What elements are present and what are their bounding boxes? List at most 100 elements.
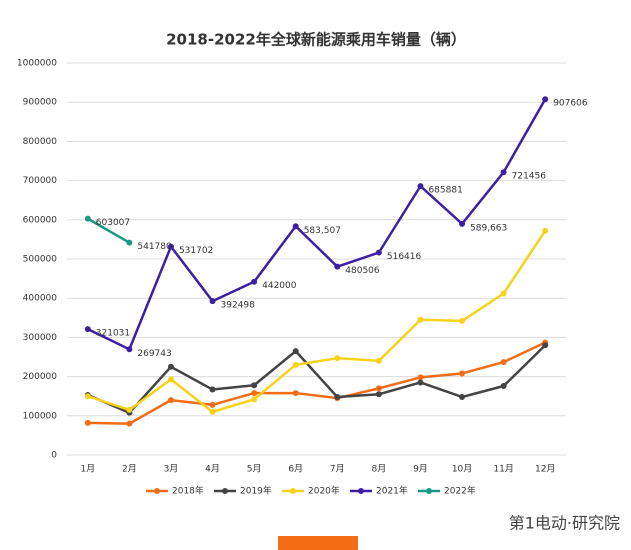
- data-label: 583,507: [304, 226, 341, 236]
- x-tick-label: 4月: [205, 464, 220, 475]
- y-tick-label: 200000: [23, 372, 58, 382]
- y-tick-label: 700000: [23, 176, 58, 186]
- legend-label: 2020年: [308, 485, 340, 497]
- series-line: [87, 217, 130, 244]
- x-tick-label: 12月: [535, 464, 555, 475]
- series-line: [87, 230, 547, 414]
- chart-title: 2018-2022年全球新能源乘用车销量（辆）: [166, 31, 466, 49]
- y-tick-label: 100000: [23, 411, 58, 421]
- footer-bar: [278, 536, 358, 550]
- data-label: 442000: [262, 281, 297, 291]
- legend-dot: [358, 488, 364, 494]
- x-tick-label: 3月: [164, 464, 179, 475]
- x-tick-label: 2月: [122, 464, 137, 475]
- data-label: 685881: [428, 186, 462, 196]
- x-tick-label: 10月: [452, 464, 472, 475]
- footer: 第1电动·研究院: [509, 514, 620, 533]
- legend-dot: [222, 488, 228, 494]
- data-point: [500, 290, 507, 297]
- data-point: [126, 420, 133, 427]
- data-point: [292, 361, 299, 368]
- data-point: [375, 391, 382, 398]
- legend-label: 2021年: [376, 485, 408, 497]
- data-point: [459, 317, 466, 324]
- legend-dot: [154, 488, 160, 494]
- data-point: [126, 406, 133, 413]
- data-point: [209, 408, 216, 415]
- data-label: 269743: [137, 349, 171, 359]
- data-point: [167, 376, 174, 383]
- legend-label: 2022年: [444, 485, 476, 497]
- data-point: [375, 385, 382, 392]
- data-point: [375, 357, 382, 364]
- y-tick-label: 1000000: [17, 59, 57, 69]
- y-tick-label: 900000: [23, 98, 58, 108]
- data-point: [334, 393, 341, 400]
- x-tick-label: 7月: [330, 464, 345, 475]
- series-line: [87, 341, 546, 425]
- y-tick-label: 800000: [23, 137, 58, 147]
- data-label: 392498: [221, 301, 256, 311]
- data-point: [500, 383, 507, 390]
- data-point: [292, 223, 299, 230]
- legend-label: 2018年: [172, 485, 204, 497]
- data-point: [375, 249, 382, 256]
- data-label: 516416: [387, 252, 422, 262]
- data-label: 480506: [345, 266, 380, 276]
- data-point: [251, 382, 258, 389]
- data-label: 603007: [96, 218, 130, 228]
- x-tick-label: 9月: [413, 464, 428, 475]
- data-point: [251, 396, 258, 403]
- data-point: [417, 379, 424, 386]
- data-point: [542, 227, 549, 234]
- data-point: [84, 393, 91, 400]
- data-label: 907606: [553, 99, 588, 109]
- data-label: 541780: [137, 242, 172, 252]
- data-label: 321031: [96, 329, 130, 339]
- y-tick-label: 500000: [23, 255, 58, 265]
- data-label: 589,663: [470, 223, 507, 233]
- x-tick-label: 11月: [493, 464, 513, 475]
- legend-dot: [290, 488, 296, 494]
- data-point: [292, 348, 299, 355]
- data-point: [417, 374, 424, 381]
- data-point: [167, 397, 174, 404]
- data-point: [167, 243, 174, 250]
- data-point: [542, 96, 549, 103]
- data-point: [334, 263, 341, 270]
- y-tick-label: 400000: [23, 294, 58, 304]
- data-point: [126, 239, 133, 246]
- data-point: [251, 390, 258, 397]
- data-point: [334, 355, 341, 362]
- legend-label: 2019年: [240, 485, 272, 497]
- data-point: [209, 386, 216, 393]
- y-tick-label: 300000: [23, 333, 58, 343]
- y-tick-label: 600000: [23, 215, 58, 225]
- data-point: [209, 298, 216, 305]
- data-point: [126, 346, 133, 353]
- data-point: [167, 363, 174, 370]
- series-line: [87, 344, 547, 414]
- x-tick-label: 6月: [288, 464, 303, 475]
- x-tick-label: 5月: [247, 464, 262, 475]
- data-label: 721456: [512, 172, 547, 182]
- data-point: [500, 169, 507, 176]
- data-point: [459, 370, 466, 377]
- legend-dot: [426, 488, 432, 494]
- data-point: [84, 419, 91, 426]
- series-line: [87, 98, 547, 351]
- y-tick-label: 0: [51, 451, 57, 461]
- data-point: [292, 390, 299, 397]
- data-point: [500, 359, 507, 366]
- data-point: [417, 183, 424, 190]
- data-point: [459, 393, 466, 400]
- data-point: [542, 342, 549, 349]
- x-tick-label: 1月: [80, 464, 95, 475]
- data-point: [84, 215, 91, 222]
- data-label: 531702: [179, 246, 213, 256]
- data-point: [209, 401, 216, 408]
- data-point: [251, 278, 258, 285]
- data-point: [84, 326, 91, 333]
- data-point: [459, 220, 466, 227]
